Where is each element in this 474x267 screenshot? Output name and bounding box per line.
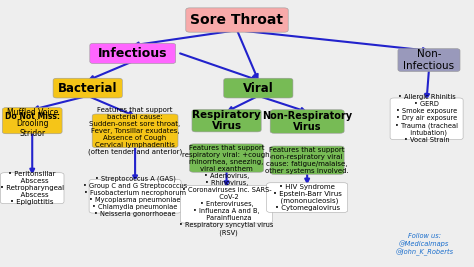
Text: • Streptococcus A (GAS)
• Group C and G Streptococcus
• Fusobacterium necrophoru: • Streptococcus A (GAS) • Group C and G … [83, 175, 187, 217]
Text: • Adenovirus,
• Rhinovirus,
• Coronaviruses inc. SARS-
  CoV-2
• Enteroviruses,
: • Adenovirus, • Rhinovirus, • Coronaviru… [179, 173, 274, 235]
Text: • Peritonsillar
  Abscess
• Retropharyngeal
  Abscess
• Epiglottitis: • Peritonsillar Abscess • Retropharyngea… [0, 171, 64, 205]
FancyBboxPatch shape [53, 78, 122, 98]
Text: Viral: Viral [243, 82, 273, 95]
FancyBboxPatch shape [92, 114, 178, 148]
Text: Bacterial: Bacterial [58, 82, 118, 95]
FancyBboxPatch shape [270, 146, 344, 174]
FancyBboxPatch shape [90, 43, 175, 64]
FancyBboxPatch shape [270, 110, 344, 133]
FancyBboxPatch shape [181, 185, 273, 223]
FancyBboxPatch shape [0, 173, 64, 204]
FancyBboxPatch shape [224, 78, 293, 98]
Text: Non-
Infectious: Non- Infectious [403, 49, 455, 71]
Text: Respiratory
Virus: Respiratory Virus [192, 110, 261, 131]
FancyBboxPatch shape [186, 8, 288, 32]
FancyBboxPatch shape [266, 183, 348, 213]
Text: Infectious: Infectious [98, 47, 167, 60]
Text: Features that support
non-respiratory viral
cause: fatigue/malaise,
other system: Features that support non-respiratory vi… [265, 147, 349, 174]
Text: Features that support
bacterial cause:
Sudden-onset sore throat,
Fever, Tonsilla: Features that support bacterial cause: S… [88, 107, 182, 155]
Text: Do Not Miss:: Do Not Miss: [5, 112, 60, 121]
Text: Muffled Voice
Drooling
Stridor: Muffled Voice Drooling Stridor [7, 108, 58, 138]
FancyBboxPatch shape [190, 144, 264, 172]
FancyBboxPatch shape [2, 108, 62, 134]
Text: • HIV Syndrome
• Epstein-Barr Virus
  (mononucleosis)
• Cytomegalovirus: • HIV Syndrome • Epstein-Barr Virus (mon… [273, 184, 342, 211]
FancyBboxPatch shape [89, 179, 181, 213]
Text: Follow us:
@Medicalmaps
@John_K_Roberts: Follow us: @Medicalmaps @John_K_Roberts [395, 233, 453, 256]
FancyBboxPatch shape [192, 109, 261, 132]
Text: Sore Throat: Sore Throat [191, 13, 283, 27]
Text: Features that support
respiratory viral: +cough,
rhinorrhea, sneezing,
viral exa: Features that support respiratory viral:… [182, 144, 272, 172]
FancyBboxPatch shape [390, 98, 463, 140]
Text: • Allergic Rhinitis
• GERD
• Smoke exposure
• Dry air exposure
• Trauma (trachea: • Allergic Rhinitis • GERD • Smoke expos… [395, 94, 458, 143]
Text: Non-Respiratory
Virus: Non-Respiratory Virus [262, 111, 352, 132]
FancyBboxPatch shape [398, 49, 460, 72]
